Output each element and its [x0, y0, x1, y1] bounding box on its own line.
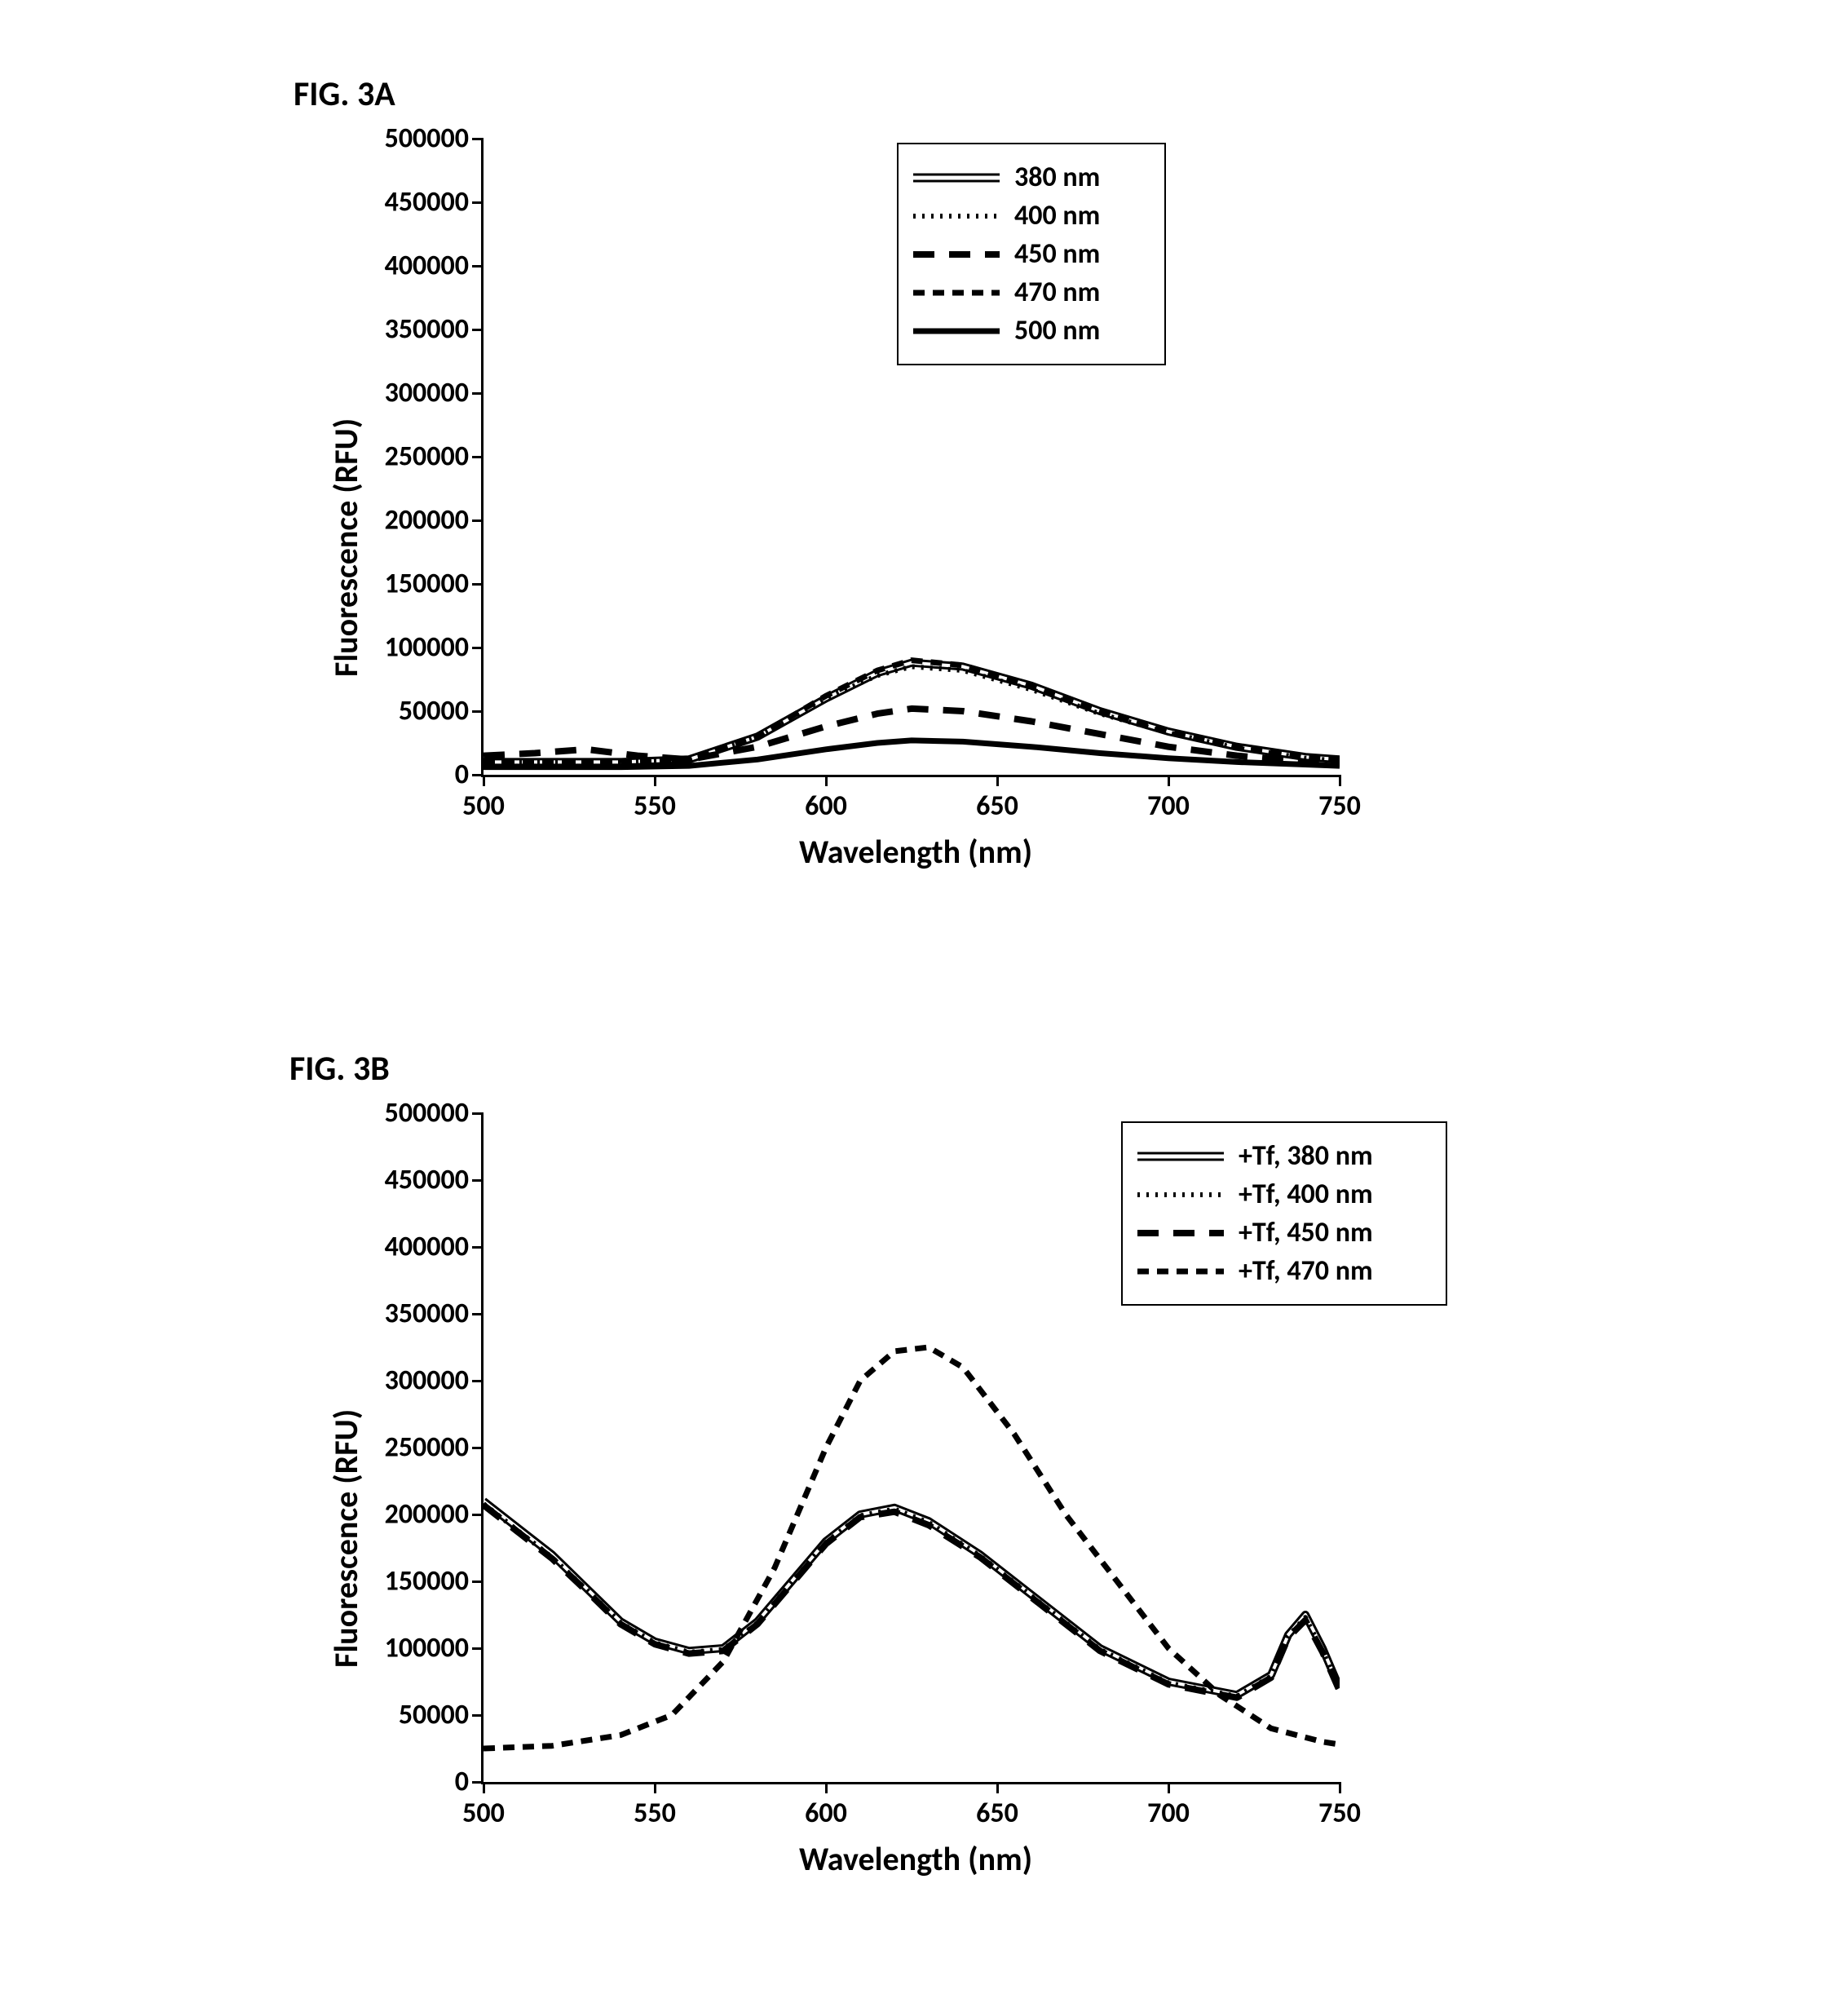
y-tick-label: 400000: [385, 1231, 484, 1264]
y-tick-label: 250000: [385, 1431, 484, 1465]
figure-b-chart: 0500001000001500002000002500003000003500…: [245, 1097, 1468, 1880]
legend-swatch: [1136, 1221, 1225, 1245]
y-tick-label: 300000: [385, 377, 484, 410]
legend-label: +Tf, 400 nm: [1239, 1178, 1373, 1211]
series-line-inner: [484, 1501, 1340, 1695]
x-tick-label: 650: [976, 775, 1018, 823]
y-axis-title-b: Fluorescence (RFU): [326, 1409, 366, 1668]
x-axis-title-a: Wavelength (nm): [799, 832, 1032, 872]
x-tick-label: 550: [634, 775, 676, 823]
y-tick-label: 50000: [399, 1699, 484, 1732]
legend-label: 470 nm: [1014, 276, 1100, 309]
y-tick-label: 350000: [385, 313, 484, 347]
legend-item: 470 nm: [912, 276, 1151, 309]
legend-swatch: [1136, 1259, 1225, 1284]
y-tick-label: 450000: [385, 1164, 484, 1197]
y-tick-label: 50000: [399, 695, 484, 728]
series-line: [484, 663, 1340, 763]
x-tick-label: 550: [634, 1782, 676, 1830]
y-tick-label: 150000: [385, 1565, 484, 1598]
y-tick-label: 450000: [385, 186, 484, 219]
y-tick-label: 150000: [385, 568, 484, 601]
y-tick-label: 250000: [385, 440, 484, 474]
y-tick-label: 400000: [385, 250, 484, 283]
legend-item: 400 nm: [912, 199, 1151, 232]
chart-box-b: 0500001000001500002000002500003000003500…: [245, 1097, 1468, 1880]
series-line-inner: [484, 663, 1340, 763]
x-tick-label: 650: [976, 1782, 1018, 1830]
x-tick-label: 600: [805, 775, 847, 823]
chart-box-a: 0500001000001500002000002500003000003500…: [245, 122, 1386, 873]
series-line: [484, 1501, 1340, 1695]
series-line: [484, 1505, 1340, 1698]
y-tick-label: 300000: [385, 1364, 484, 1398]
legend-label: 400 nm: [1014, 199, 1100, 232]
legend-item: +Tf, 470 nm: [1136, 1254, 1433, 1288]
x-tick-label: 600: [805, 1782, 847, 1830]
x-tick-label: 700: [1147, 1782, 1190, 1830]
legend-swatch: [912, 281, 1001, 305]
figure-b-title: FIG. 3B: [289, 1048, 390, 1090]
y-tick-label: 200000: [385, 1498, 484, 1532]
legend-item: 500 nm: [912, 314, 1151, 347]
y-tick-label: 200000: [385, 504, 484, 537]
legend-swatch: [1136, 1183, 1225, 1207]
x-tick-label: 750: [1318, 1782, 1361, 1830]
legend-swatch: [912, 204, 1001, 228]
y-tick-label: 500000: [385, 122, 484, 156]
legend-swatch: [1136, 1144, 1225, 1169]
legend-label: 380 nm: [1014, 161, 1100, 194]
x-tick-label: 700: [1147, 775, 1190, 823]
figure-a-title: FIG. 3A: [294, 73, 395, 115]
y-tick-label: 100000: [385, 631, 484, 665]
legend-swatch: [912, 319, 1001, 343]
legend-label: 500 nm: [1014, 314, 1100, 347]
y-axis-title-a: Fluorescence (RFU): [326, 418, 366, 677]
x-tick-label: 500: [462, 1782, 505, 1830]
x-axis-title-b: Wavelength (nm): [799, 1839, 1032, 1879]
legend-swatch: [912, 166, 1001, 190]
series-line: [484, 1504, 1340, 1696]
legend-item: 380 nm: [912, 161, 1151, 194]
figure-a-chart: 0500001000001500002000002500003000003500…: [245, 122, 1386, 873]
x-tick-label: 750: [1318, 775, 1361, 823]
legend-label: +Tf, 470 nm: [1239, 1254, 1373, 1288]
legend-b: +Tf, 380 nm +Tf, 400 nm +Tf, 450 nm +Tf,…: [1121, 1121, 1447, 1306]
legend-item: +Tf, 400 nm: [1136, 1178, 1433, 1211]
series-line: [484, 1347, 1340, 1749]
legend-item: +Tf, 380 nm: [1136, 1139, 1433, 1173]
x-tick-label: 500: [462, 775, 505, 823]
legend-swatch: [912, 242, 1001, 267]
legend-item: 450 nm: [912, 237, 1151, 271]
y-tick-label: 350000: [385, 1298, 484, 1331]
y-tick-label: 500000: [385, 1097, 484, 1130]
legend-label: +Tf, 450 nm: [1239, 1216, 1373, 1249]
legend-a: 380 nm 400 nm 450 nm 470 nm 500 nm: [897, 143, 1166, 365]
y-tick-label: 100000: [385, 1632, 484, 1665]
page: FIG. 3A 05000010000015000020000025000030…: [0, 0, 1837, 2016]
legend-item: +Tf, 450 nm: [1136, 1216, 1433, 1249]
legend-label: +Tf, 380 nm: [1239, 1139, 1373, 1173]
series-line: [484, 709, 1340, 763]
legend-label: 450 nm: [1014, 237, 1100, 271]
series-line: [484, 666, 1340, 762]
